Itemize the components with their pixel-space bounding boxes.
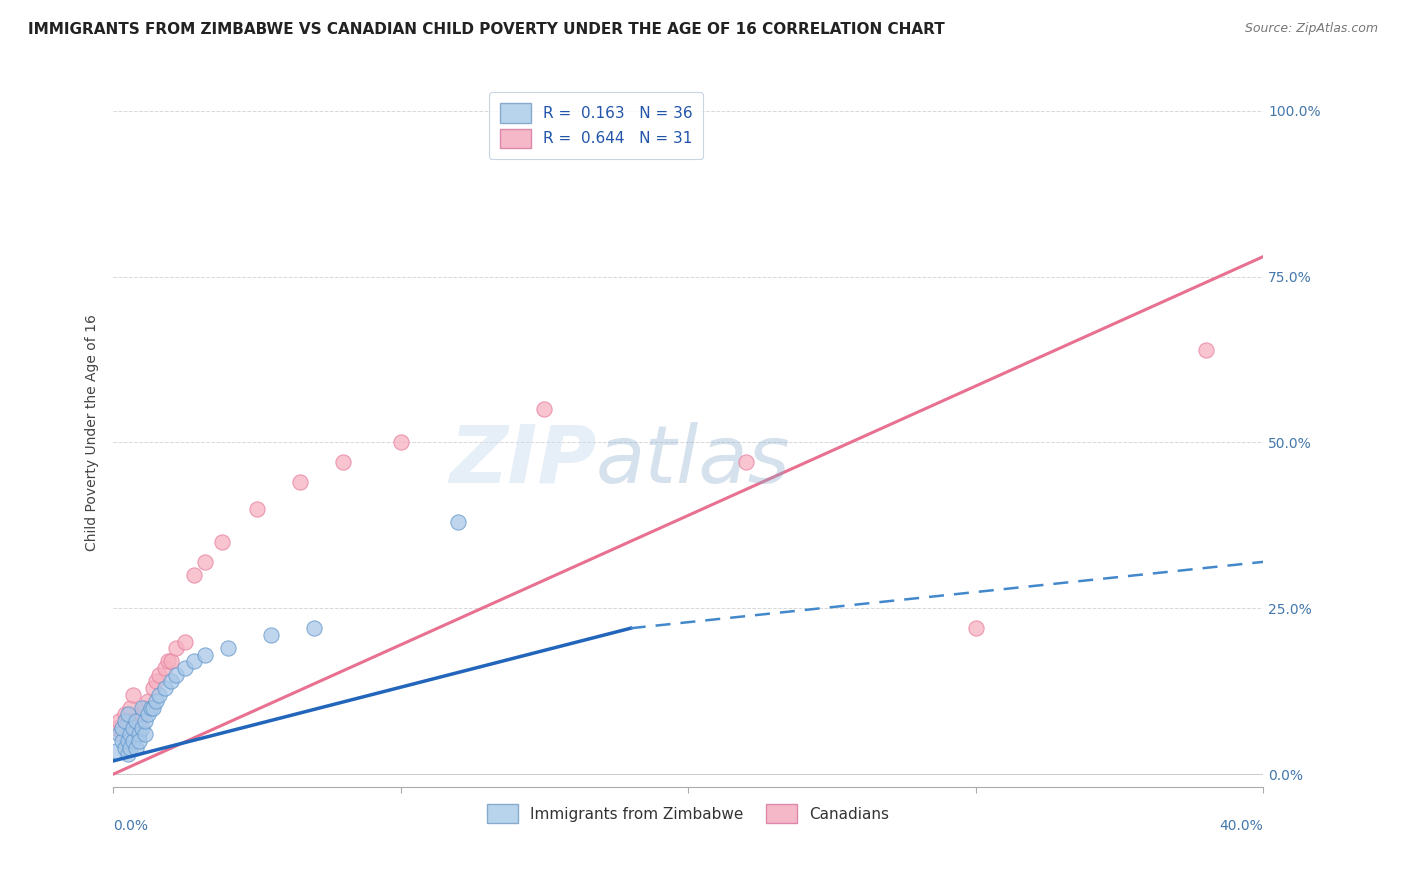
Point xyxy=(131,707,153,722)
Point xyxy=(111,721,134,735)
Point xyxy=(148,688,170,702)
Point xyxy=(174,634,197,648)
Point xyxy=(142,701,165,715)
Point xyxy=(183,568,205,582)
Point xyxy=(145,694,167,708)
Point xyxy=(217,641,239,656)
Point xyxy=(183,654,205,668)
Point xyxy=(211,535,233,549)
Point xyxy=(117,707,139,722)
Point xyxy=(122,734,145,748)
Point xyxy=(153,681,176,695)
Point xyxy=(111,734,134,748)
Point xyxy=(148,667,170,681)
Point xyxy=(165,667,187,681)
Point xyxy=(114,740,136,755)
Point xyxy=(125,714,148,728)
Point xyxy=(194,648,217,662)
Point xyxy=(304,621,326,635)
Point xyxy=(165,641,187,656)
Point xyxy=(142,681,165,695)
Point xyxy=(447,515,470,529)
Point xyxy=(125,740,148,755)
Point xyxy=(111,727,134,741)
Text: 40.0%: 40.0% xyxy=(1219,820,1263,833)
Point xyxy=(134,701,156,715)
Point xyxy=(734,455,756,469)
Point xyxy=(174,661,197,675)
Text: 0.0%: 0.0% xyxy=(114,820,148,833)
Point xyxy=(1195,343,1218,357)
Text: atlas: atlas xyxy=(596,422,792,500)
Point xyxy=(114,714,136,728)
Point xyxy=(128,714,150,728)
Point xyxy=(117,714,139,728)
Point xyxy=(134,714,156,728)
Point xyxy=(122,721,145,735)
Point xyxy=(122,688,145,702)
Point xyxy=(246,501,269,516)
Point xyxy=(145,674,167,689)
Point xyxy=(260,628,283,642)
Text: IMMIGRANTS FROM ZIMBABWE VS CANADIAN CHILD POVERTY UNDER THE AGE OF 16 CORRELATI: IMMIGRANTS FROM ZIMBABWE VS CANADIAN CHI… xyxy=(28,22,945,37)
Point xyxy=(131,721,153,735)
Point xyxy=(128,727,150,741)
Point xyxy=(288,475,311,490)
Point xyxy=(136,707,159,722)
Point xyxy=(156,654,179,668)
Point xyxy=(159,674,181,689)
Point xyxy=(153,661,176,675)
Point xyxy=(139,701,162,715)
Point xyxy=(108,714,131,728)
Point xyxy=(117,747,139,762)
Y-axis label: Child Poverty Under the Age of 16: Child Poverty Under the Age of 16 xyxy=(86,314,100,551)
Point xyxy=(120,701,142,715)
Text: ZIP: ZIP xyxy=(449,422,596,500)
Point xyxy=(332,455,354,469)
Point xyxy=(125,721,148,735)
Point xyxy=(965,621,987,635)
Text: Source: ZipAtlas.com: Source: ZipAtlas.com xyxy=(1244,22,1378,36)
Point xyxy=(533,402,555,417)
Point xyxy=(105,744,128,758)
Point xyxy=(159,654,181,668)
Point xyxy=(120,740,142,755)
Point xyxy=(131,701,153,715)
Point xyxy=(389,435,412,450)
Point xyxy=(120,727,142,741)
Point xyxy=(105,721,128,735)
Point xyxy=(134,727,156,741)
Point xyxy=(128,734,150,748)
Point xyxy=(114,707,136,722)
Point xyxy=(194,555,217,569)
Legend: Immigrants from Zimbabwe, Canadians: Immigrants from Zimbabwe, Canadians xyxy=(481,797,896,830)
Point xyxy=(108,727,131,741)
Point xyxy=(117,734,139,748)
Point xyxy=(136,694,159,708)
